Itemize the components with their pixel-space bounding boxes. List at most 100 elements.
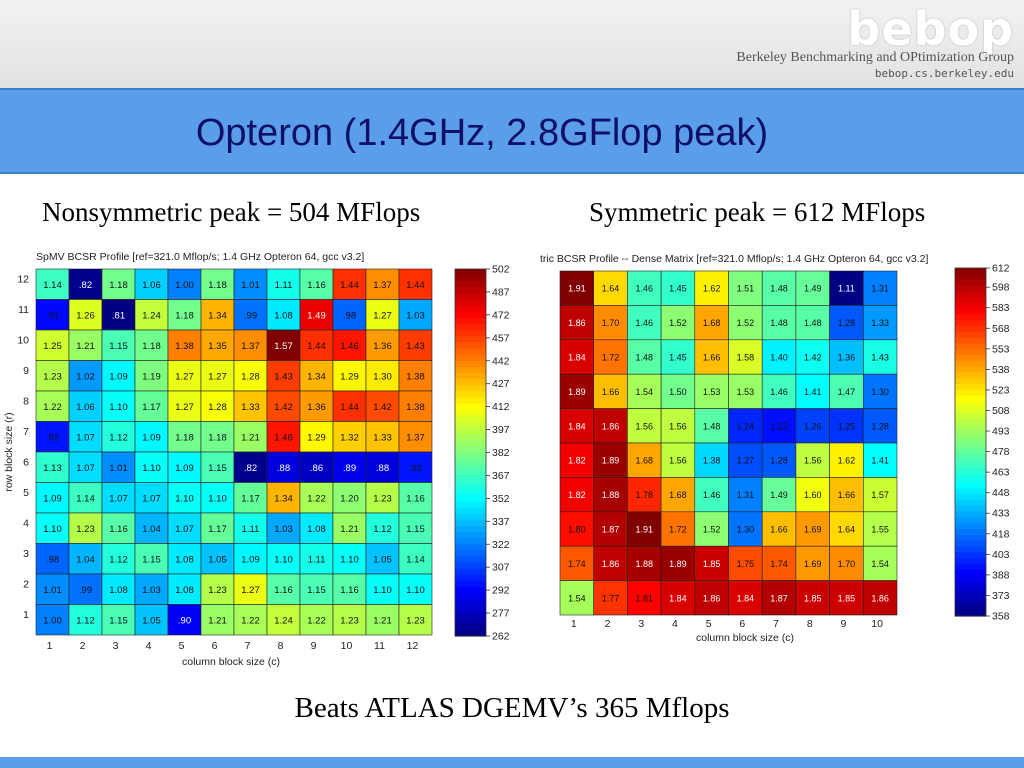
- colorbar-segment: [455, 501, 486, 509]
- cell-label: 1.15: [208, 463, 227, 474]
- cell-label: 1.44: [340, 280, 359, 291]
- heatmap-cell: [559, 339, 595, 375]
- heatmap-cell: [660, 373, 696, 409]
- colorbar-tick-label: 277: [492, 608, 510, 620]
- cell-label: 1.01: [109, 463, 128, 474]
- heatmap-cell: [593, 305, 628, 341]
- cell-label: 1.10: [208, 493, 227, 504]
- cell-label: .89: [343, 463, 356, 474]
- cell-label: .99: [79, 585, 92, 596]
- colorbar-segment: [455, 574, 486, 582]
- heatmap-cell: [761, 580, 797, 616]
- colorbar-segment: [955, 529, 986, 536]
- cell-label: 1.16: [274, 585, 293, 596]
- heatmap-cell: [761, 511, 797, 547]
- colorbar-tick-label: 493: [992, 426, 1010, 438]
- cell-label: 1.41: [871, 456, 889, 466]
- cell-label: 1.21: [340, 524, 359, 535]
- heatmap-cell: [233, 482, 268, 514]
- cell-label: 1.82: [568, 490, 586, 500]
- heatmap-cell: [200, 299, 235, 331]
- heatmap-cell: [559, 580, 595, 616]
- colorbar-segment: [455, 379, 486, 386]
- colorbar-segment: [955, 581, 986, 588]
- cell-label: 1.37: [406, 432, 425, 443]
- column-tick-label: 1: [47, 640, 53, 652]
- cell-label: 1.04: [76, 554, 95, 565]
- cell-label: 1.58: [737, 353, 755, 363]
- heatmap-cell: [200, 482, 235, 514]
- cell-label: 1.43: [871, 353, 889, 363]
- colorbar-segment: [455, 403, 486, 411]
- cell-label: .86: [310, 463, 323, 474]
- cell-label: 1.57: [274, 341, 293, 352]
- cell-label: 1.62: [838, 456, 856, 466]
- column-tick-label: 5: [179, 640, 185, 652]
- cell-label: 1.27: [241, 585, 260, 596]
- heatmap-cell: [299, 421, 334, 453]
- heatmap-cell: [299, 451, 334, 483]
- heatmap-cell: [299, 329, 334, 361]
- colorbar-tick-label: 352: [492, 493, 510, 505]
- heatmap-cell: [761, 339, 797, 375]
- heatmap-cell: [694, 270, 729, 306]
- heatmap-cell: [559, 305, 595, 341]
- cell-label: 1.84: [568, 421, 586, 431]
- cell-label: 1.21: [241, 432, 260, 443]
- heatmap-cell: [68, 543, 103, 575]
- cell-label: 1.18: [109, 280, 128, 291]
- heatmap-cell: [200, 360, 235, 392]
- colorbar-segment: [455, 587, 486, 594]
- cell-label: 1.64: [602, 284, 620, 294]
- column-tick-label: 9: [311, 640, 317, 652]
- cell-label: 1.40: [770, 353, 788, 363]
- cell-label: 1.85: [838, 593, 856, 603]
- heatmap-cell: [761, 408, 797, 444]
- cell-label: 1.09: [175, 463, 194, 474]
- colorbar-segment: [455, 489, 486, 496]
- cell-label: 1.46: [340, 341, 359, 352]
- colorbar-tick-label: 463: [992, 467, 1010, 479]
- colorbar-tick-label: 508: [992, 405, 1010, 417]
- heatmap-cell: [862, 545, 898, 581]
- cell-label: .91: [46, 310, 59, 321]
- colorbar-segment: [455, 483, 486, 490]
- cell-label: .92: [409, 463, 422, 474]
- cell-label: 1.02: [76, 371, 95, 382]
- heatmap-cell: [398, 604, 433, 636]
- cell-label: 1.60: [804, 490, 822, 500]
- heatmap-cell: [167, 268, 202, 300]
- colorbar-segment: [455, 556, 486, 564]
- colorbar-tick-label: 322: [492, 539, 510, 551]
- cell-label: 1.45: [669, 284, 687, 294]
- colorbar-segment: [455, 317, 486, 325]
- cell-label: 1.00: [43, 615, 62, 626]
- colorbar-segment: [455, 550, 486, 558]
- x-axis-label: column block size (c): [182, 656, 280, 668]
- colorbar-segment: [955, 331, 986, 339]
- column-tick-label: 3: [638, 618, 644, 630]
- heatmap-cell: [694, 408, 729, 444]
- cell-label: 1.36: [838, 353, 856, 363]
- heatmap-cell: [593, 339, 628, 375]
- colorbar-tick-label: 538: [992, 364, 1010, 376]
- colorbar-segment: [955, 268, 986, 275]
- heatmap-cell: [593, 442, 628, 478]
- colorbar-tick-label: 367: [492, 470, 510, 482]
- heatmap-cell: [35, 329, 70, 361]
- cell-label: 1.34: [208, 310, 227, 321]
- cell-label: 1.06: [142, 280, 161, 291]
- cell-label: 1.08: [175, 585, 194, 596]
- colorbar-segment: [955, 442, 986, 449]
- colorbar-segment: [455, 281, 486, 288]
- cell-label: 1.16: [406, 493, 425, 504]
- heatmap-cell: [728, 580, 763, 616]
- heatmap-cell: [266, 573, 301, 605]
- cell-label: 1.66: [703, 353, 721, 363]
- colorbar-segment: [955, 378, 986, 385]
- cell-label: 1.10: [373, 585, 392, 596]
- heatmap-cell: [559, 408, 595, 444]
- colorbar-segment: [955, 523, 986, 530]
- heatmap-cell: [167, 329, 202, 361]
- cell-label: 1.42: [804, 353, 822, 363]
